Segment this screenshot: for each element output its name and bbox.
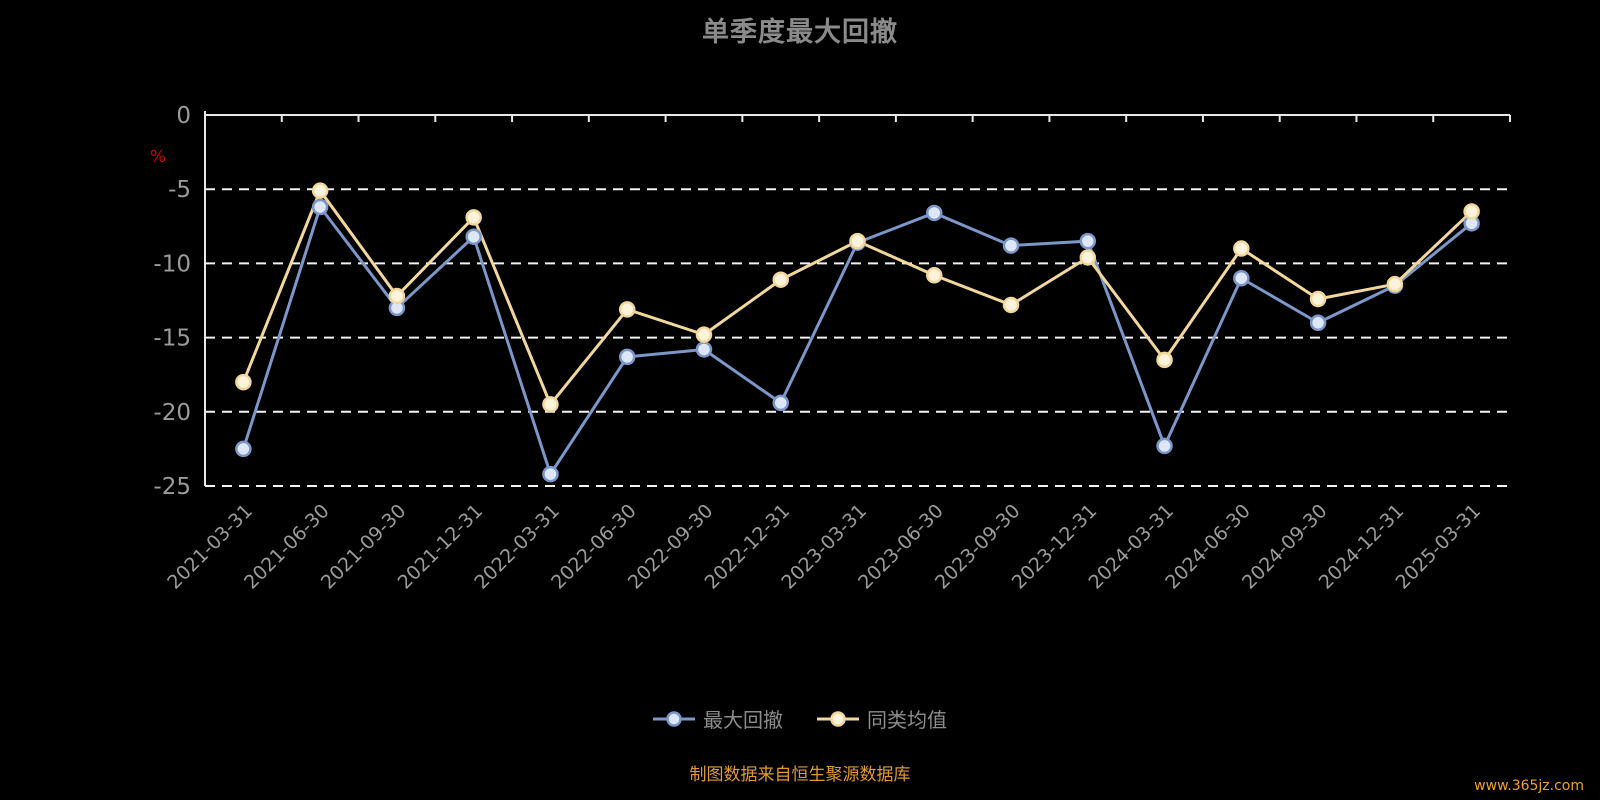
legend-marker-category-average-icon — [817, 710, 859, 727]
svg-text:-5: -5 — [168, 177, 191, 203]
svg-text:-25: -25 — [153, 474, 191, 500]
chart-title: 单季度最大回撤 — [702, 17, 898, 48]
legend-marker-max-drawdown-icon — [653, 710, 695, 727]
svg-text:-10: -10 — [153, 251, 191, 277]
svg-text:0: 0 — [176, 103, 191, 129]
line-chart-canvas[interactable]: 0-5-10-15-20-25%2021-03-312021-06-302021… — [0, 0, 1600, 690]
data-source-note: 制图数据来自恒生聚源数据库 — [689, 765, 911, 785]
chart-legend: 最大回撤 同类均值 — [0, 704, 1600, 733]
svg-text:-20: -20 — [153, 400, 191, 426]
legend-item-category-average[interactable]: 同类均值 — [817, 704, 947, 733]
legend-label-max-drawdown: 最大回撤 — [703, 708, 783, 732]
site-watermark: www.365jz.com — [1474, 778, 1584, 794]
legend-label-category-average: 同类均值 — [867, 708, 947, 732]
svg-text:%: % — [150, 147, 166, 167]
legend-item-max-drawdown[interactable]: 最大回撤 — [653, 704, 783, 733]
svg-text:-15: -15 — [153, 326, 191, 352]
